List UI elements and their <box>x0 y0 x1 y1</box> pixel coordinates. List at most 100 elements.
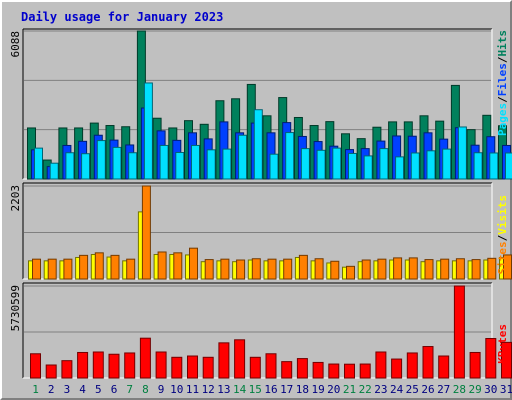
pages-bar-day-14 <box>238 134 248 180</box>
legend-pages: Pages <box>496 103 509 136</box>
pages-bar-day-15 <box>253 109 263 180</box>
kbytes-bar-day-16 <box>265 353 277 379</box>
pages-bar-day-6 <box>112 146 122 180</box>
sites-bar-day-23 <box>377 258 387 280</box>
sites-bar-day-26 <box>424 259 434 280</box>
kbytes-bar-day-24 <box>391 358 403 379</box>
kbytes-bar-day-15 <box>249 356 261 379</box>
kbytes-bar-day-12 <box>202 356 214 379</box>
pages-bar-day-17 <box>285 132 295 180</box>
sites-bar-day-12 <box>204 259 214 280</box>
x-tick-label: 13 <box>217 383 230 396</box>
sites-bar-day-6 <box>110 254 120 280</box>
sites-bar-day-24 <box>393 257 403 280</box>
sites-bar-day-4 <box>79 254 89 280</box>
sites-bar-day-21 <box>346 265 355 280</box>
sites-bar-day-29 <box>471 259 481 280</box>
kbytes-bar-day-10 <box>171 356 183 379</box>
legend-hits: Hits <box>496 30 509 57</box>
kbytes-bar-day-3 <box>61 360 73 379</box>
pages-bar-day-13 <box>222 148 232 180</box>
sites-bar-day-5 <box>94 252 104 280</box>
sites-bar-day-3 <box>63 258 73 280</box>
legend-visits: Visits <box>496 195 509 235</box>
side-legend: Sites/Visits <box>496 195 509 275</box>
legend-kbytes: KBytes <box>496 324 509 364</box>
pages-bar-day-21 <box>348 152 357 180</box>
kbytes-bar-day-14 <box>234 339 246 379</box>
pages-bar-day-26 <box>426 150 436 180</box>
pages-bar-day-19 <box>316 149 326 180</box>
sites-bar-day-10 <box>173 252 183 280</box>
kbytes-bar-day-18 <box>296 358 308 379</box>
kbytes-bar-day-26 <box>422 346 434 379</box>
x-tick-label: 25 <box>406 383 419 396</box>
pages-bar-day-23 <box>379 148 389 180</box>
kbytes-bar-day-9 <box>155 351 167 379</box>
kbytes-bar-day-11 <box>187 355 198 379</box>
x-tick-label: 27 <box>437 383 450 396</box>
x-tick-label: 26 <box>421 383 434 396</box>
x-tick-label: 24 <box>390 383 404 396</box>
kbytes-bar-day-20 <box>328 363 340 379</box>
side-legend: KBytes <box>496 324 509 364</box>
panel-1: 6088 <box>9 28 512 180</box>
pages-bar-day-18 <box>300 148 310 180</box>
pages-bar-day-27 <box>442 148 452 180</box>
pages-bar-day-2 <box>49 162 59 180</box>
kbytes-bar-day-6 <box>108 353 120 379</box>
x-tick-label: 17 <box>280 383 293 396</box>
chart-title: Daily usage for January 2023 <box>21 10 223 24</box>
x-tick-label: 12 <box>202 383 215 396</box>
x-tick-label: 11 <box>186 383 199 396</box>
x-tick-label: 29 <box>468 383 481 396</box>
sites-bar-day-1 <box>32 258 41 280</box>
kbytes-bar-day-23 <box>375 351 387 379</box>
kbytes-bar-day-19 <box>312 361 324 379</box>
kbytes-bar-day-21 <box>344 363 355 379</box>
x-tick-label: 1 <box>32 383 39 396</box>
panel-2: 2203 <box>9 182 512 280</box>
panel-3: 5730599 <box>9 282 512 379</box>
sites-bar-day-28 <box>455 258 465 280</box>
kbytes-bar-day-1 <box>30 353 41 379</box>
legend-separator: / <box>496 234 509 241</box>
pages-bar-day-22 <box>363 155 373 180</box>
sites-bar-day-2 <box>47 258 57 280</box>
pages-bar-day-30 <box>489 152 499 180</box>
sites-bar-day-22 <box>361 259 371 280</box>
max-value-label: 2203 <box>9 185 22 212</box>
sites-bar-day-8 <box>141 185 151 280</box>
panels: 6088 2203 5730599 <box>9 28 512 379</box>
sites-bar-day-18 <box>298 254 308 280</box>
sites-bar-day-9 <box>157 251 167 280</box>
pages-bar-day-10 <box>175 152 185 180</box>
sites-bar-day-14 <box>236 259 246 280</box>
x-tick-label: 16 <box>264 383 277 396</box>
x-tick-label: 20 <box>327 383 340 396</box>
x-tick-label: 5 <box>95 383 102 396</box>
x-tick-label: 19 <box>311 383 324 396</box>
x-tick-label: 8 <box>142 383 149 396</box>
pages-bar-day-29 <box>473 152 483 180</box>
x-tick-label: 15 <box>249 383 262 396</box>
kbytes-bar-day-5 <box>92 351 104 379</box>
x-tick-label: 30 <box>484 383 497 396</box>
legend-sites: Sites <box>496 241 509 274</box>
pages-bar-day-8 <box>143 82 153 180</box>
x-tick-label: 23 <box>374 383 387 396</box>
x-tick-label: 6 <box>111 383 118 396</box>
pages-bar-day-11 <box>191 144 200 180</box>
kbytes-bar-day-25 <box>406 352 418 379</box>
kbytes-bar-day-7 <box>124 352 136 379</box>
sites-bar-day-25 <box>408 257 418 280</box>
x-tick-label: 3 <box>64 383 71 396</box>
pages-bar-day-5 <box>96 140 106 180</box>
kbytes-bar-day-13 <box>218 342 230 379</box>
x-tick-label: 31 <box>500 383 512 396</box>
sites-bar-day-30 <box>487 257 497 280</box>
max-value-label: 6088 <box>9 31 22 58</box>
pages-bar-day-3 <box>65 152 75 180</box>
